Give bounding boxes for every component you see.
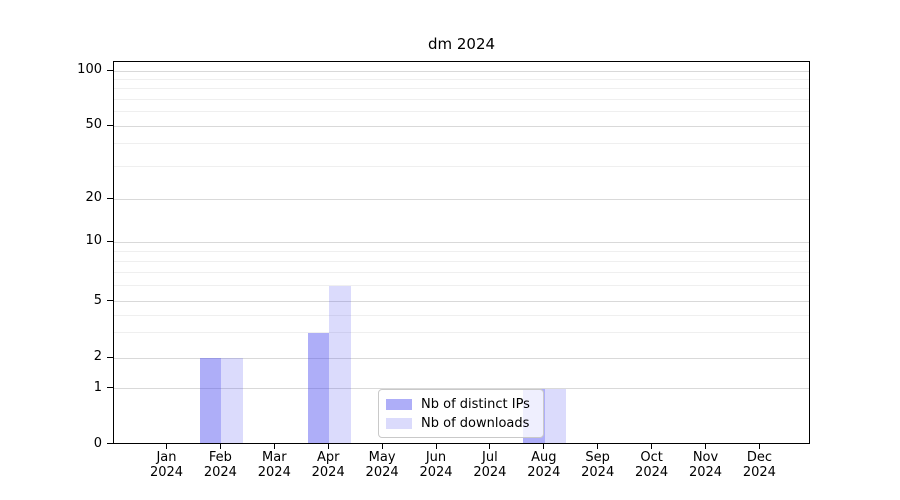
bar-apr-distinct-ips [307, 332, 330, 443]
legend-swatch-distinct-ips [386, 398, 412, 410]
y-tick-mark [107, 124, 113, 126]
major-gridline [114, 301, 809, 302]
x-tick-label: Apr 2024 [311, 450, 345, 480]
y-tick-label: 50 [85, 117, 102, 132]
minor-gridline [114, 250, 809, 252]
x-tick-mark [489, 444, 491, 449]
y-tick-mark [107, 197, 113, 199]
x-tick-mark [381, 444, 383, 449]
minor-gridline [114, 111, 809, 113]
minor-gridline [114, 260, 809, 262]
x-tick-label: Nov 2024 [688, 450, 723, 480]
legend-row: Nb of downloads [386, 416, 536, 431]
y-tick-mark [107, 443, 113, 444]
y-tick-label: 5 [93, 292, 102, 308]
minor-gridline [114, 88, 809, 90]
y-tick-label: 10 [85, 233, 102, 248]
x-tick-mark [543, 444, 545, 449]
x-tick-mark [219, 444, 221, 449]
y-tick-label: 0 [93, 435, 102, 451]
minor-gridline [114, 332, 809, 334]
x-tick-mark [327, 444, 329, 449]
legend-label: Nb of downloads [421, 415, 530, 431]
bar-aug-downloads [544, 388, 567, 443]
y-tick-label: 20 [85, 190, 102, 205]
legend-row: Nb of distinct IPs [386, 397, 536, 412]
major-gridline [114, 388, 809, 389]
minor-gridline [114, 285, 809, 287]
minor-gridline [114, 143, 809, 145]
x-tick-label: Feb 2024 [203, 450, 237, 480]
x-tick-label: Sep 2024 [581, 450, 615, 480]
y-tick-mark [107, 356, 113, 358]
x-tick-label: Mar 2024 [257, 450, 291, 480]
minor-gridline [114, 98, 809, 100]
x-tick-label: Dec 2024 [742, 450, 776, 480]
bar-feb-downloads [221, 358, 243, 443]
y-tick-label: 2 [93, 349, 102, 364]
legend-label: Nb of distinct IPs [421, 396, 530, 412]
y-tick-mark [107, 240, 113, 242]
x-tick-label: Oct 2024 [635, 450, 669, 480]
minor-gridline [114, 166, 809, 168]
x-tick-label: Jul 2024 [473, 450, 507, 480]
bar-feb-distinct-ips [199, 358, 222, 443]
major-gridline [114, 357, 809, 359]
legend: Nb of distinct IPs Nb of downloads [378, 389, 544, 438]
y-tick-label: 100 [77, 62, 102, 77]
bar-apr-downloads [329, 285, 351, 443]
minor-gridline [114, 272, 809, 274]
y-tick-mark [107, 300, 113, 301]
bar-layer [114, 62, 809, 443]
x-tick-mark [166, 444, 167, 449]
plot-area [113, 61, 810, 444]
y-tick-label: 1 [93, 379, 102, 395]
x-tick-label: Jan 2024 [149, 450, 184, 480]
chart-title: dm 2024 [427, 35, 496, 53]
major-gridline [114, 198, 809, 200]
major-gridline [114, 125, 809, 127]
x-tick-label: Jun 2024 [419, 450, 453, 480]
y-tick-mark [107, 69, 113, 71]
x-tick-label: May 2024 [365, 450, 399, 480]
x-tick-label: Aug 2024 [527, 450, 561, 480]
x-tick-mark [705, 444, 706, 449]
major-gridline [114, 70, 809, 72]
x-tick-mark [651, 444, 653, 449]
grid-layer [114, 62, 809, 443]
minor-gridline [114, 78, 809, 80]
legend-swatch-downloads [386, 417, 412, 429]
major-gridline [114, 241, 809, 243]
minor-gridline [114, 314, 809, 316]
x-tick-mark [758, 444, 760, 449]
x-tick-mark [597, 444, 599, 449]
y-tick-mark [107, 387, 113, 388]
x-tick-mark [435, 444, 437, 449]
x-tick-mark [273, 444, 275, 449]
